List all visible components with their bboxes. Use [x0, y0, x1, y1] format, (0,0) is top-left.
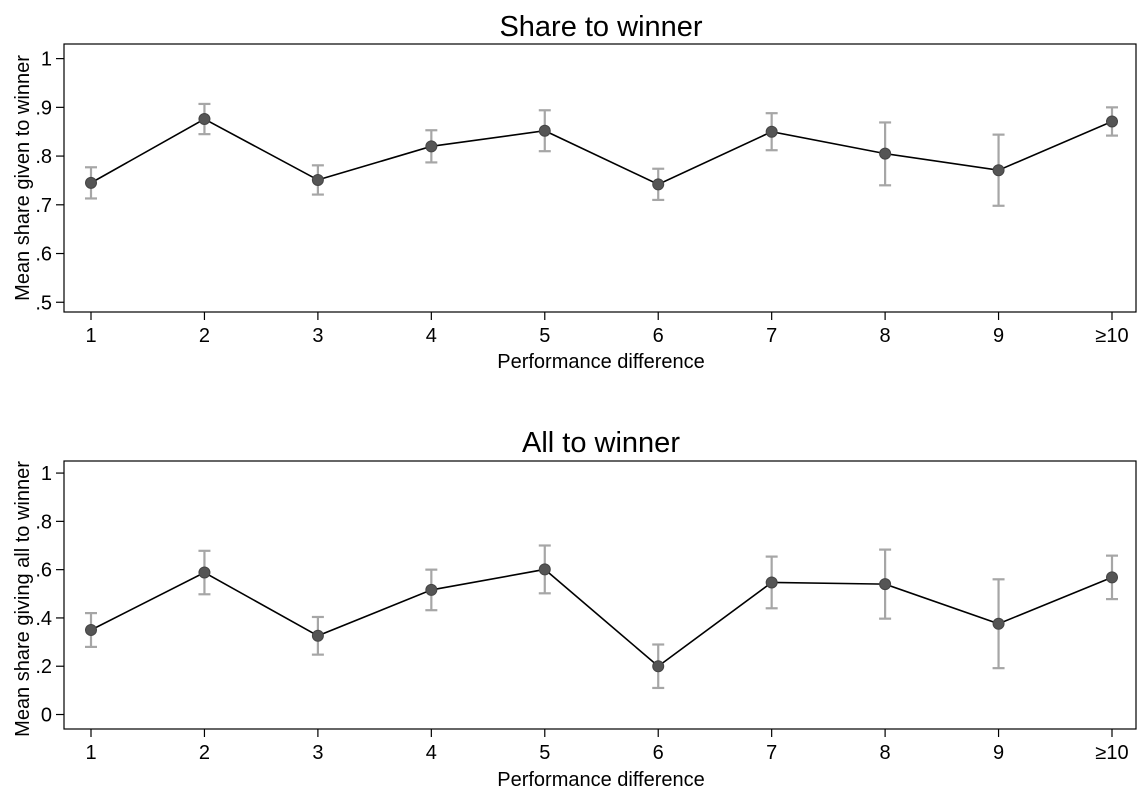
data-points	[85, 113, 1118, 191]
chart-title: All to winner	[522, 427, 680, 459]
y-tick-label: .7	[35, 195, 52, 217]
x-tick-label: 5	[539, 742, 550, 764]
error-bars	[85, 544, 1118, 690]
data-point	[538, 124, 551, 137]
data-points	[85, 563, 1118, 673]
x-tick-label: 6	[653, 742, 664, 764]
data-point	[198, 113, 211, 126]
y-axis-title: Mean share given to winner	[12, 55, 34, 301]
y-axis-title: Mean share giving all to winner	[12, 461, 34, 737]
data-point	[652, 178, 665, 191]
x-tick-label: 3	[312, 325, 323, 347]
x-tick-label: 1	[85, 325, 96, 347]
data-point	[538, 563, 551, 576]
x-tick-label: 4	[426, 325, 437, 347]
y-tick-label: 1	[41, 463, 52, 485]
x-ticks: 1 2 3 4 5 6 7 8 9 ≥10	[85, 312, 1129, 347]
data-point	[85, 624, 97, 637]
chart-title: Share to winner	[499, 11, 702, 43]
series-polyline	[90, 568, 1113, 668]
y-tick-label: .8	[35, 146, 52, 168]
y-tick-label: 1	[41, 49, 52, 71]
y-tick-label: 0	[41, 705, 52, 727]
error-bars	[85, 102, 1118, 207]
data-point	[992, 164, 1005, 177]
data-point	[992, 617, 1005, 630]
plot-frame	[63, 460, 1137, 730]
panel-all-to-winner: All to winner Mean share giving all to w…	[12, 427, 1137, 791]
x-tick-label: 8	[880, 742, 891, 764]
data-point	[198, 566, 211, 579]
x-tick-label: 9	[993, 742, 1004, 764]
series-polyline	[90, 118, 1113, 186]
panel-share-to-winner: Share to winner Mean share given to winn…	[12, 11, 1137, 373]
data-point	[1106, 115, 1118, 128]
plot-frame	[63, 43, 1137, 313]
data-point	[765, 576, 778, 589]
x-tick-label: ≥10	[1095, 742, 1128, 764]
x-axis-title: Performance difference	[497, 769, 705, 791]
y-tick-label: .6	[35, 560, 52, 582]
data-point	[311, 173, 324, 186]
x-tick-label: 9	[993, 325, 1004, 347]
y-tick-label: .8	[35, 511, 52, 533]
data-point	[879, 578, 892, 591]
y-tick-label: .4	[35, 608, 52, 630]
x-tick-label: 2	[199, 325, 210, 347]
series-line	[90, 568, 1113, 668]
x-tick-label: 7	[766, 742, 777, 764]
y-tick-label: .5	[35, 292, 52, 314]
series-line	[90, 118, 1113, 186]
y-tick-label: .2	[35, 656, 52, 678]
data-point	[765, 125, 778, 138]
x-tick-label: 2	[199, 742, 210, 764]
x-tick-label: 6	[653, 325, 664, 347]
x-tick-label: 5	[539, 325, 550, 347]
y-ticks: 1 .8 .6 .4 .2 0	[35, 463, 64, 727]
x-ticks: 1 2 3 4 5 6 7 8 9 ≥10	[85, 729, 1129, 764]
x-axis-title: Performance difference	[497, 351, 705, 373]
data-point	[1106, 571, 1118, 584]
y-tick-label: .6	[35, 244, 52, 266]
x-tick-label: 3	[312, 742, 323, 764]
x-tick-label: 1	[85, 742, 96, 764]
x-tick-label: 8	[880, 325, 891, 347]
x-tick-label: 7	[766, 325, 777, 347]
data-point	[425, 140, 438, 153]
y-ticks: 1 .9 .8 .7 .6 .5	[35, 49, 64, 314]
data-point	[311, 629, 324, 642]
x-tick-label: ≥10	[1095, 325, 1128, 347]
data-point	[652, 660, 665, 673]
x-tick-label: 4	[426, 742, 437, 764]
y-tick-label: .9	[35, 97, 52, 119]
data-point	[85, 176, 97, 189]
data-point	[879, 147, 892, 160]
data-point	[425, 583, 438, 596]
